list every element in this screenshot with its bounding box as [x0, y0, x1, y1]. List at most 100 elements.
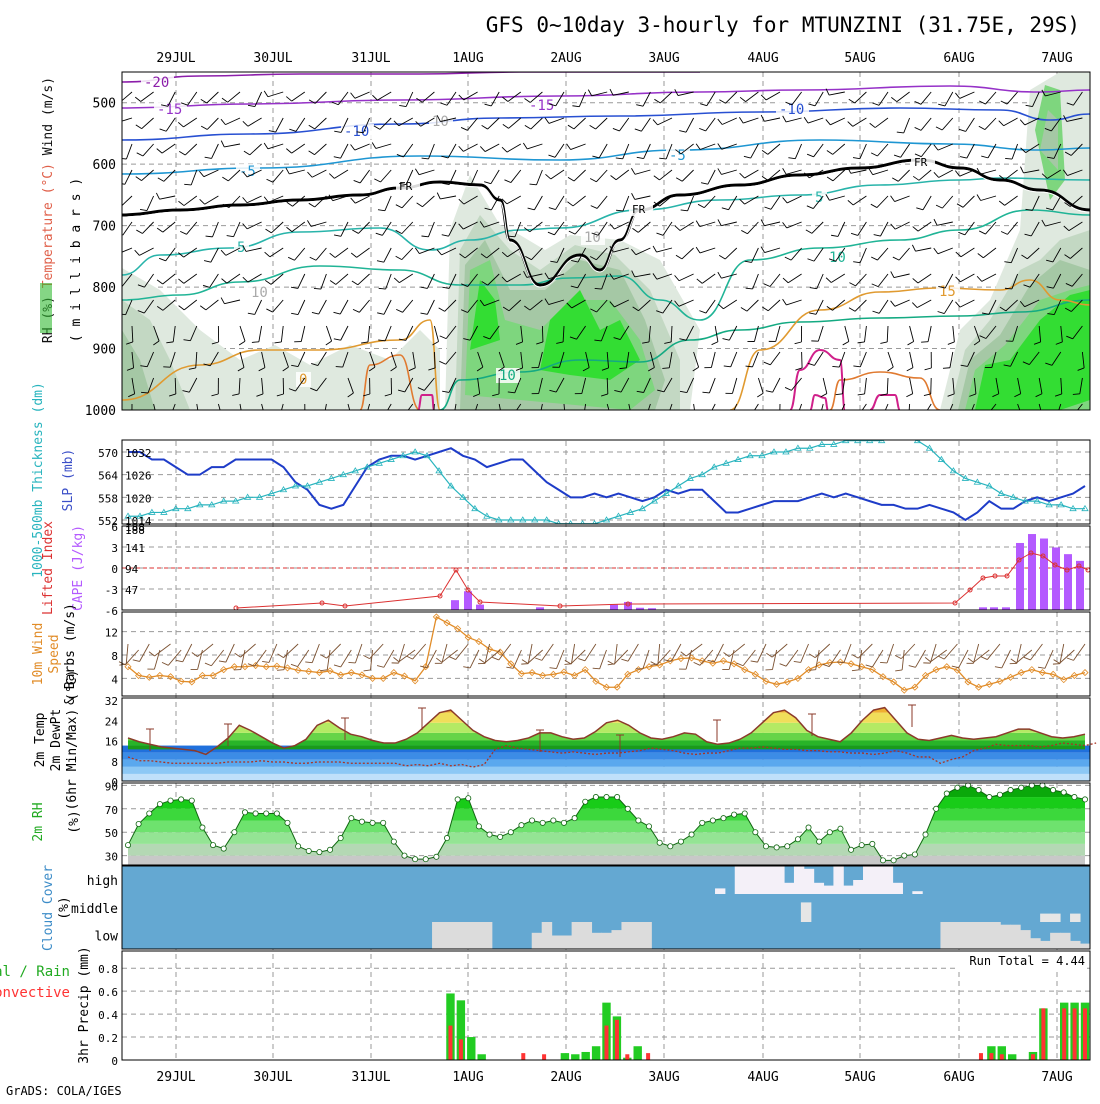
- wind-barb-flag: [439, 361, 445, 364]
- wind-barb-flag: [894, 155, 901, 157]
- wind-barb-shaft: [1005, 196, 1018, 205]
- wind-barb-shaft: [771, 196, 780, 209]
- temp-contour: [122, 108, 1090, 140]
- wind-barb-flag: [485, 104, 492, 106]
- wind-barb: [783, 222, 802, 228]
- wind-barb: [334, 650, 351, 667]
- rh-point: [923, 832, 928, 837]
- pressure-tick-label: 900: [93, 343, 116, 358]
- wind-barb: [133, 644, 149, 661]
- wind-barb: [248, 300, 262, 314]
- wind-barb-shaft: [918, 222, 931, 231]
- lifted-tick-label: 0: [111, 563, 118, 576]
- wind-barb-flag: [351, 93, 355, 99]
- wind-barb-shaft: [254, 650, 266, 666]
- precip-total-bar: [571, 1054, 579, 1060]
- wind-barb: [821, 378, 827, 397]
- wind-barb-flag: [853, 158, 860, 159]
- cloud-level-label: low: [95, 930, 119, 945]
- wind-barb-shaft: [823, 378, 827, 394]
- rh-point: [147, 811, 152, 816]
- wind-barb: [417, 196, 435, 207]
- wind-barb-flag: [549, 208, 556, 210]
- wind-barb: [894, 144, 910, 157]
- date-top-label: 4AUG: [747, 51, 778, 66]
- wind-barb-flag: [1020, 167, 1023, 173]
- wind-barb-shaft: [141, 92, 154, 101]
- wind-barb-flag: [200, 306, 206, 310]
- wind-barb: [913, 222, 931, 231]
- cloud-bar-low: [631, 922, 641, 949]
- wind-barb-flag: [204, 261, 211, 263]
- cloud-bar-low: [462, 922, 472, 949]
- rh-point: [827, 830, 832, 835]
- wind-barb-flag: [377, 666, 384, 668]
- wind-barb-flag: [873, 311, 880, 313]
- cloud-bar-low: [621, 922, 631, 949]
- wind-barb: [725, 378, 736, 393]
- cape-bar: [476, 605, 484, 610]
- slp-plot: [125, 434, 1088, 526]
- wind-barb: [372, 92, 391, 100]
- wind-barb-shaft: [704, 196, 715, 208]
- wind-barb-shaft: [292, 92, 305, 101]
- wind-barb-flag: [656, 233, 663, 235]
- rh-point: [519, 823, 524, 828]
- wind-barb: [892, 170, 909, 181]
- wind-barb: [416, 92, 434, 102]
- wind-barb-flag: [568, 177, 574, 181]
- wind-barb: [849, 300, 866, 311]
- wind-barb-flag: [376, 233, 383, 235]
- wind-barb: [137, 144, 154, 156]
- panel-frame-p4: [122, 612, 1090, 696]
- wind-barb-flag: [372, 142, 376, 148]
- wind-barb: [806, 222, 823, 233]
- wind-barb: [286, 92, 304, 101]
- wind-barb-flag: [653, 120, 658, 125]
- wind-barb-shaft: [960, 92, 975, 98]
- wind-barb-shaft: [556, 650, 563, 669]
- wind-barb-flag: [925, 657, 930, 661]
- wind-barb-flag: [891, 224, 896, 229]
- wind-barb: [957, 196, 974, 207]
- wind-barb-flag: [221, 250, 226, 255]
- precip-convective-bar: [1031, 1054, 1035, 1060]
- wind-barb-flag: [525, 125, 531, 129]
- wind-barb-flag: [267, 179, 273, 182]
- wind-barb-flag: [243, 224, 248, 229]
- wind-barb-flag: [264, 91, 268, 97]
- wind-barb: [286, 222, 304, 232]
- wind-barb-shaft: [326, 326, 331, 341]
- wind-barb-shaft: [579, 92, 585, 107]
- wind-barb: [697, 274, 715, 283]
- wind-barb: [118, 170, 132, 184]
- rh-point: [561, 820, 566, 825]
- wind-barb: [934, 248, 953, 254]
- wind-barb-flag: [286, 97, 291, 102]
- wind-barb: [179, 300, 197, 310]
- wind-barb-flag: [891, 97, 897, 101]
- wind-barb-flag: [809, 670, 816, 671]
- wind-barb-shaft: [527, 144, 542, 149]
- wind-barb: [934, 170, 953, 177]
- wind-barb: [849, 274, 866, 286]
- wind-barb-shaft: [341, 650, 352, 667]
- wind-barb-shaft: [887, 326, 888, 342]
- wind-barb-shaft: [530, 222, 543, 232]
- temp-band: [122, 713, 1090, 723]
- rh-point: [870, 841, 875, 846]
- temp-fill: [122, 700, 1090, 749]
- rh-point: [1040, 783, 1045, 788]
- rh-point: [317, 850, 322, 855]
- wind-barb-shaft: [207, 92, 219, 103]
- wind-barb: [871, 248, 888, 260]
- rh-point: [476, 824, 481, 829]
- wind-barb-flag: [785, 387, 791, 390]
- wind-barb-shaft: [814, 144, 824, 157]
- rh-point: [498, 834, 503, 839]
- wind-barb-shaft: [224, 144, 240, 147]
- cloud-bar-low: [442, 922, 452, 949]
- wind-barb-flag: [118, 183, 125, 184]
- temp-contour: [830, 372, 940, 410]
- wind-barb-shaft: [879, 300, 888, 313]
